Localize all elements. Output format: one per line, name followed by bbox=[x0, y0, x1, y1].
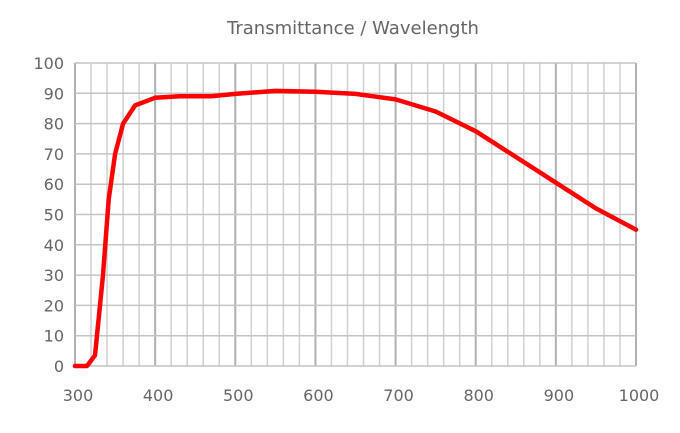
y-tick-label: 30 bbox=[44, 266, 64, 285]
x-tick-label: 1000 bbox=[619, 386, 660, 405]
chart-title: Transmittance / Wavelength bbox=[226, 18, 479, 39]
y-tick-label: 20 bbox=[44, 296, 64, 315]
x-axis: 300 400 500 600 700 800 900 1000 bbox=[63, 386, 660, 405]
y-tick-label: 50 bbox=[44, 206, 64, 225]
x-tick-label: 400 bbox=[143, 386, 174, 405]
y-tick-label: 60 bbox=[44, 175, 64, 194]
series-group bbox=[72, 88, 639, 369]
y-tick-label: 70 bbox=[44, 145, 64, 164]
x-tick-label: 700 bbox=[383, 386, 414, 405]
y-tick-label: 80 bbox=[44, 115, 64, 134]
grid bbox=[74, 62, 637, 367]
x-tick-label: 900 bbox=[544, 386, 575, 405]
x-tick-label: 800 bbox=[463, 386, 494, 405]
y-tick-label: 100 bbox=[33, 54, 64, 73]
x-tick-label: 300 bbox=[63, 386, 94, 405]
series-line-transmittance bbox=[72, 88, 639, 369]
y-tick-label: 90 bbox=[44, 84, 64, 103]
x-tick-label: 500 bbox=[223, 386, 254, 405]
y-axis: 0 10 20 30 40 50 60 70 80 90 100 bbox=[33, 54, 64, 376]
y-tick-label: 40 bbox=[44, 236, 64, 255]
y-tick-label: 10 bbox=[44, 327, 64, 346]
y-tick-label: 0 bbox=[54, 357, 64, 376]
x-tick-label: 600 bbox=[303, 386, 334, 405]
